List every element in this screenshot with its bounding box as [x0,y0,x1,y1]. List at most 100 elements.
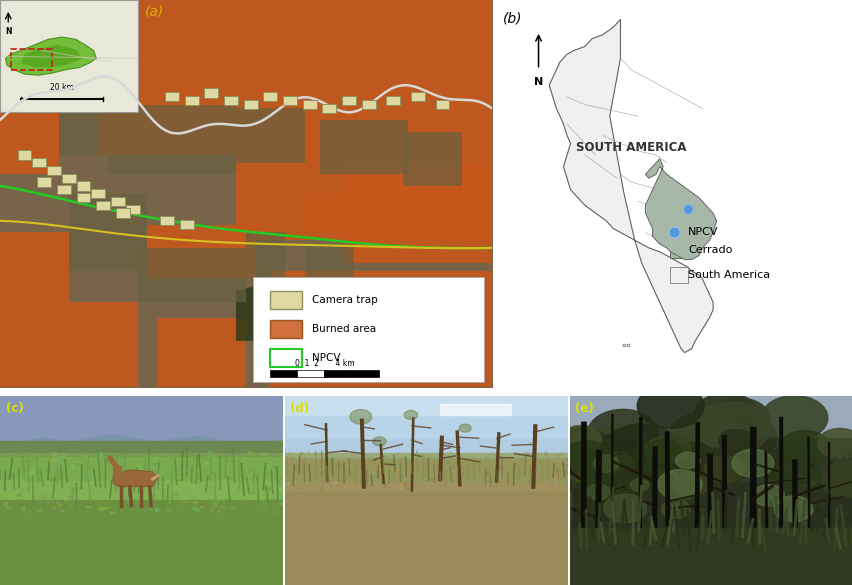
Circle shape [562,463,590,483]
Bar [138,248,245,302]
Circle shape [671,442,715,472]
FancyBboxPatch shape [270,291,302,309]
Bar [362,100,376,109]
Text: Camera trap: Camera trap [312,295,378,305]
Text: SOUTH AMERICA: SOUTH AMERICA [576,141,687,154]
Circle shape [662,500,690,518]
Bar [59,101,108,155]
Circle shape [658,470,702,500]
Circle shape [821,464,852,498]
Circle shape [667,431,742,480]
FancyBboxPatch shape [270,370,297,377]
Polygon shape [646,159,717,260]
Bar [305,244,354,291]
Circle shape [561,441,611,473]
Bar [320,120,408,174]
Bar [0,232,69,302]
Circle shape [774,496,813,522]
Circle shape [404,411,417,419]
Circle shape [657,429,732,479]
Circle shape [688,446,718,466]
Bar [116,208,130,218]
Bar [77,181,90,191]
Circle shape [711,398,769,437]
Text: (e): (e) [575,402,594,415]
Circle shape [818,428,852,459]
Circle shape [588,410,659,457]
Circle shape [459,424,471,432]
Circle shape [650,442,689,468]
Circle shape [668,412,744,462]
Polygon shape [113,470,158,487]
Polygon shape [550,19,713,353]
Circle shape [553,428,612,467]
Circle shape [643,459,674,480]
Bar [435,100,449,109]
Circle shape [570,433,596,450]
Bar [98,108,492,155]
Bar [671,267,688,283]
Bar [236,155,492,240]
Circle shape [645,438,682,462]
Circle shape [774,460,822,492]
Bar [244,100,257,109]
FancyBboxPatch shape [270,349,302,367]
Bar [411,92,424,101]
FancyBboxPatch shape [270,321,302,338]
Bar [37,177,51,187]
Bar [77,193,90,202]
Bar [394,182,467,213]
Bar [403,132,462,186]
Bar [96,201,110,210]
Circle shape [604,494,647,522]
Circle shape [752,484,785,506]
Bar [224,96,238,105]
Bar [111,197,125,206]
Text: (c): (c) [6,402,23,415]
Bar [57,185,71,194]
Bar [270,271,492,387]
Text: NPCV: NPCV [688,228,718,238]
Bar [386,96,400,105]
Bar [126,205,140,214]
Circle shape [569,448,599,468]
Circle shape [700,411,777,463]
Circle shape [602,424,682,477]
Bar [343,96,356,105]
Bar [263,92,277,101]
Text: NPCV: NPCV [312,353,341,363]
Text: Burned area: Burned area [312,324,377,334]
Polygon shape [236,279,320,341]
Bar [32,158,46,167]
Bar [0,302,138,387]
Circle shape [732,449,774,477]
Circle shape [666,419,728,460]
Circle shape [568,475,613,505]
Circle shape [372,437,386,446]
Circle shape [595,452,636,479]
FancyBboxPatch shape [352,370,378,377]
Circle shape [649,435,691,463]
FancyBboxPatch shape [253,277,484,381]
Bar [62,174,76,183]
Bar [322,104,337,113]
Circle shape [779,431,831,465]
Bar [69,194,147,271]
Text: (d): (d) [291,402,309,415]
Bar [147,225,256,279]
Circle shape [586,484,610,500]
Text: N: N [534,77,544,88]
Circle shape [645,439,682,463]
Circle shape [676,452,700,469]
Text: N: N [0,33,7,43]
Circle shape [674,472,711,496]
Bar [0,108,59,174]
Circle shape [596,434,636,460]
Bar [165,92,179,101]
Bar [204,88,218,98]
Circle shape [697,448,751,483]
Circle shape [674,442,717,470]
Text: (a): (a) [145,5,164,19]
Bar [91,189,105,198]
Circle shape [702,412,743,439]
